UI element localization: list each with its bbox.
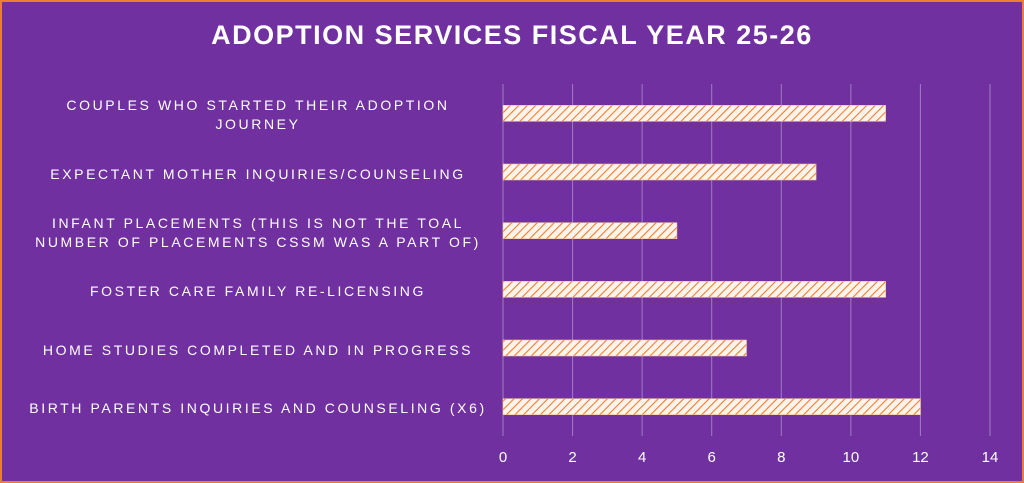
y-tick-label: BIRTH PARENTS INQUIRIES AND COUNSELING (… — [29, 400, 487, 417]
x-tick-label: 0 — [499, 449, 507, 466]
bar — [502, 222, 678, 239]
bar — [502, 281, 886, 298]
chart-title: ADOPTION SERVICES FISCAL YEAR 25-26 — [211, 20, 813, 50]
bar — [502, 163, 817, 181]
x-tick-label: 10 — [843, 449, 860, 466]
x-tick-label: 12 — [912, 449, 929, 466]
x-tick-label: 8 — [777, 449, 785, 466]
x-tick-label: 6 — [708, 449, 716, 466]
y-tick-label: COUPLES WHO STARTED THEIR ADOPTION JOURN… — [66, 97, 450, 133]
x-tick-label: 4 — [638, 449, 646, 466]
y-tick-label: INFANT PLACEMENTS (THIS IS NOT THE TOAL … — [35, 214, 481, 250]
y-tick-label: FOSTER CARE FAMILY RE-LICENSING — [89, 282, 427, 299]
bar — [502, 339, 747, 357]
bar — [502, 398, 921, 415]
y-tick-label: HOME STUDIES COMPLETED AND IN PROGRESS — [42, 341, 474, 358]
y-tick-label: EXPECTANT MOTHER INQUIRIES/COUNSELING — [50, 165, 466, 182]
x-tick-label: 14 — [982, 449, 999, 466]
x-tick-label: 2 — [568, 449, 576, 466]
bar — [502, 105, 886, 122]
